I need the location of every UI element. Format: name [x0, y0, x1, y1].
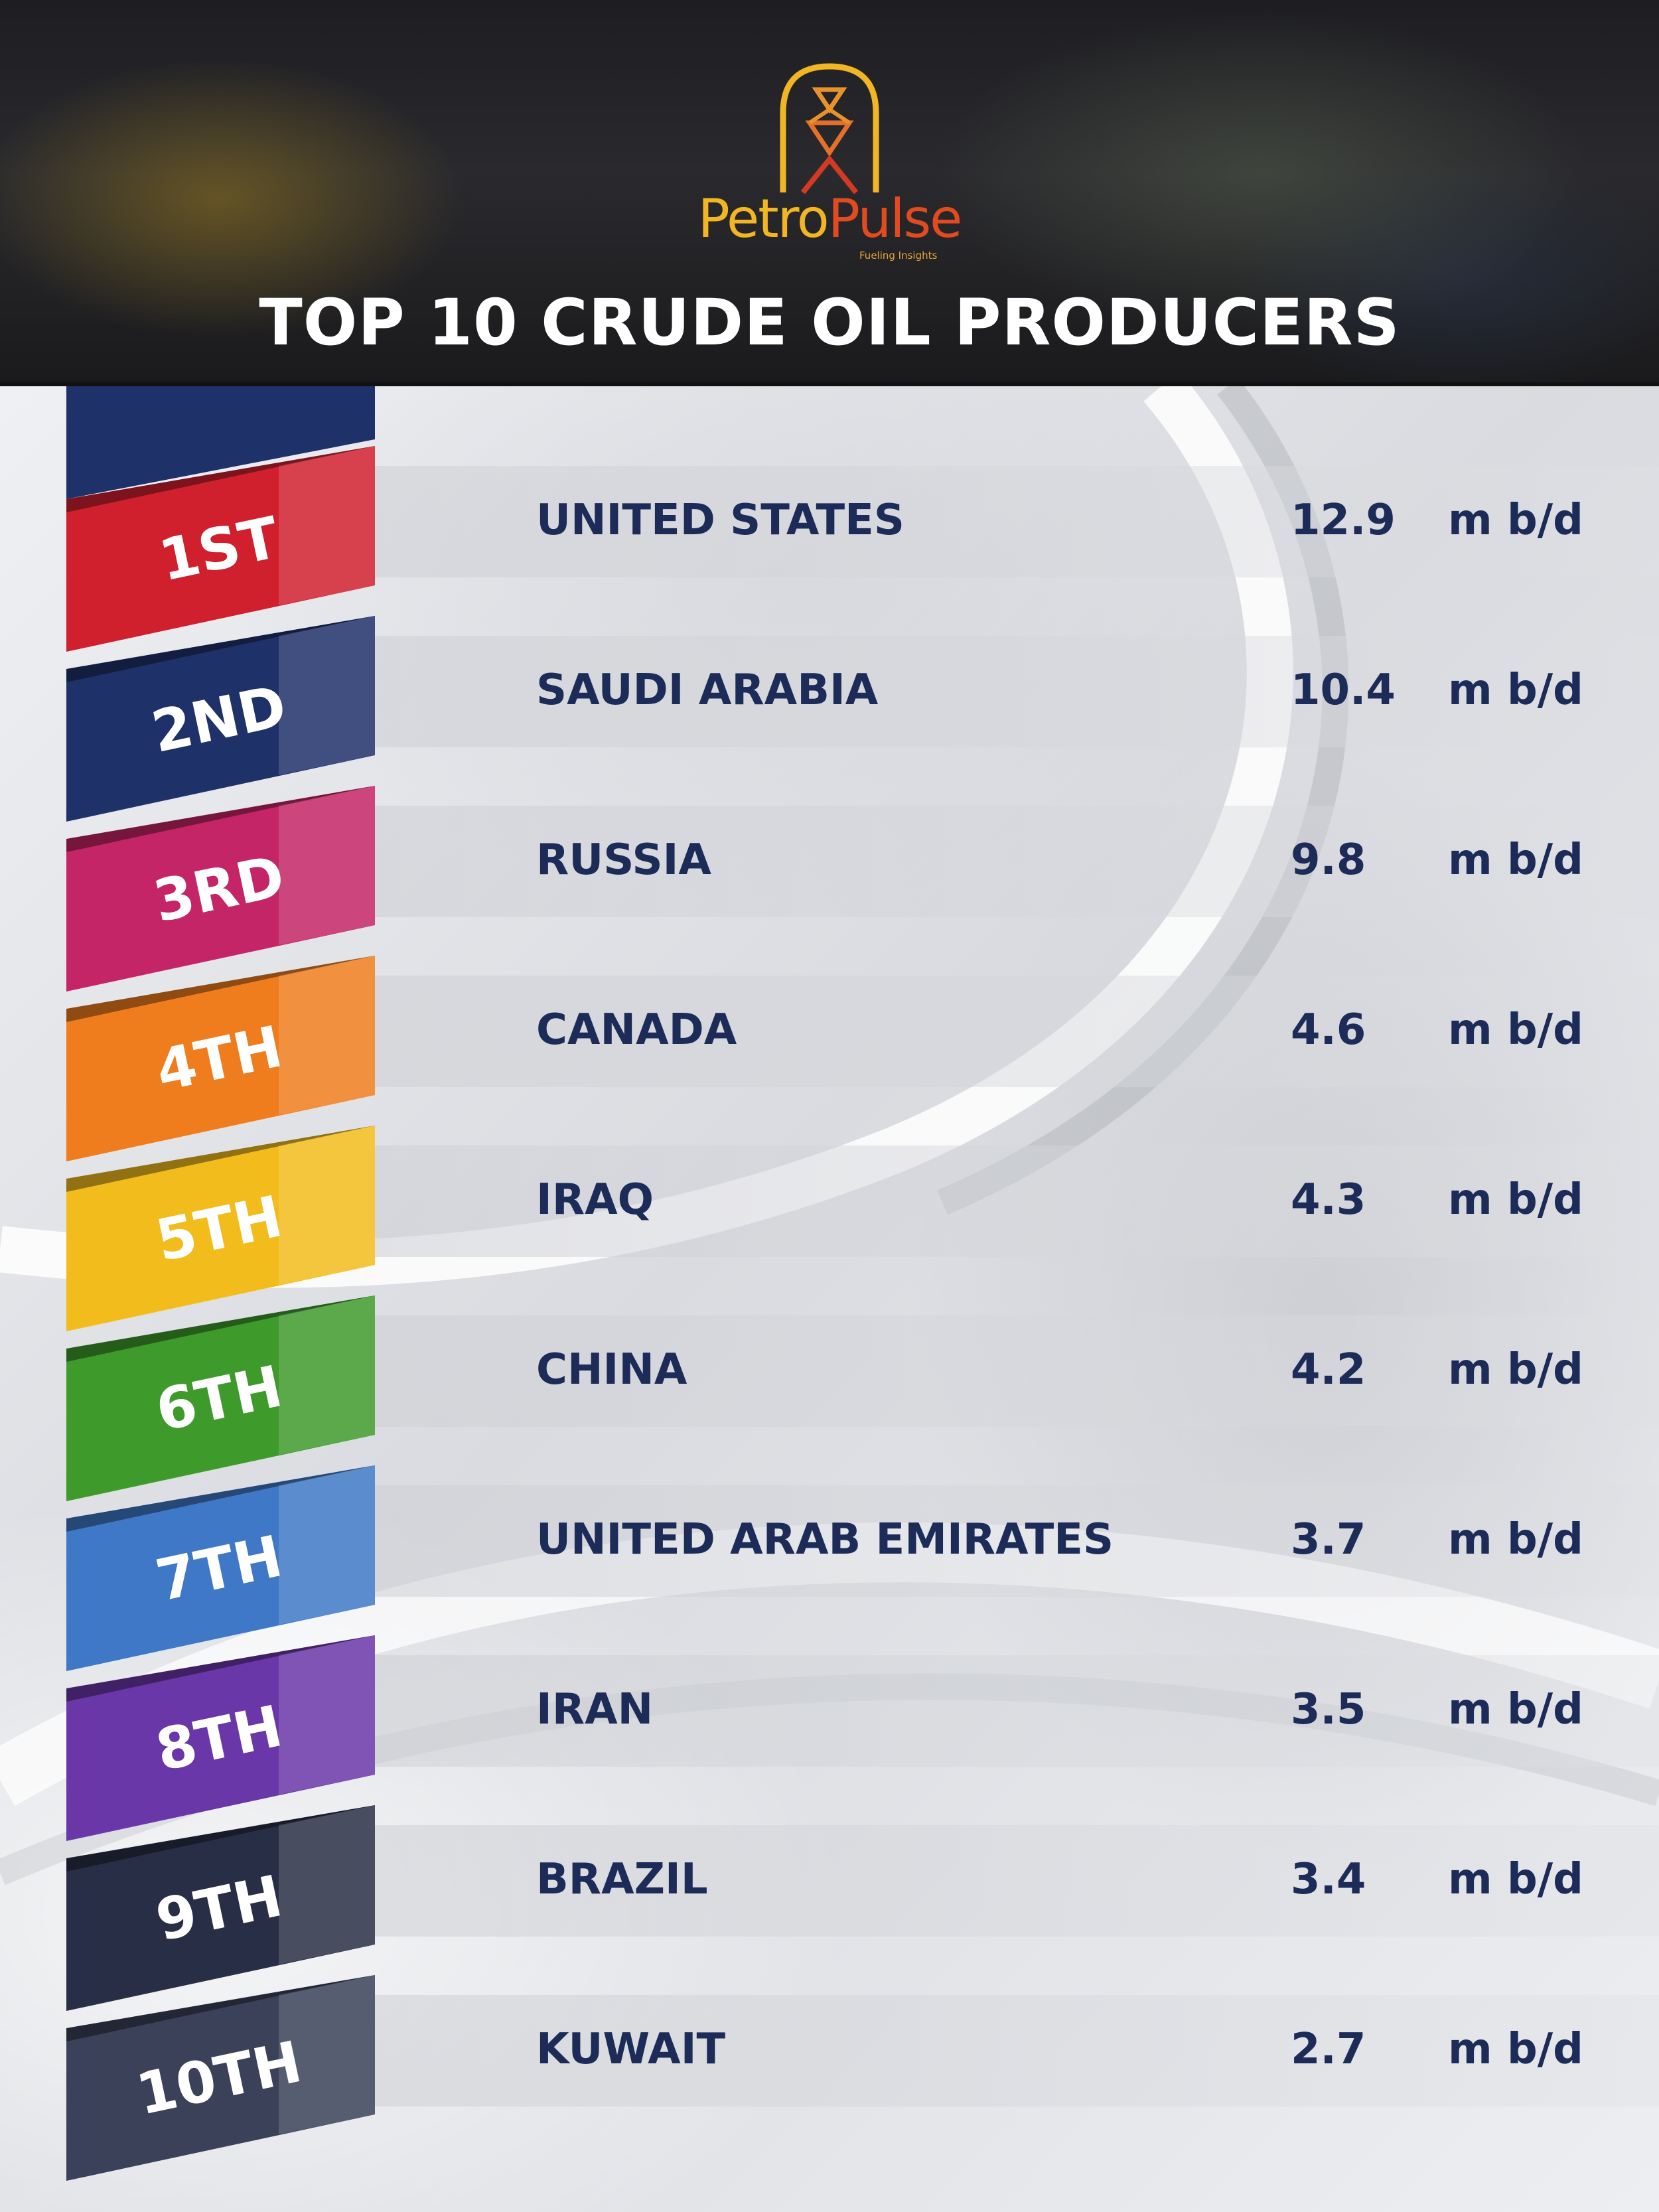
- brand-tagline: Fueling Insights: [859, 250, 938, 261]
- ribbon-highlight: [279, 1805, 375, 1964]
- country-name: RUSSIA: [536, 836, 711, 885]
- ribbon-highlight: [279, 1975, 375, 2134]
- header-banner: PetroPulse Fueling Insights TOP 10 CRUDE…: [0, 0, 1659, 386]
- production-value: 3.4: [1291, 1855, 1366, 1904]
- production-unit: m b/d: [1448, 1005, 1583, 1055]
- production-value: 4.2: [1291, 1345, 1366, 1394]
- row-band: [375, 976, 1659, 1087]
- oil-derrick-logo-icon: [780, 63, 879, 194]
- row-band: [375, 636, 1659, 747]
- production-unit: m b/d: [1448, 836, 1583, 885]
- production-unit: m b/d: [1448, 496, 1583, 545]
- ribbon-highlight: [279, 446, 375, 605]
- ribbon-panel: [66, 446, 375, 652]
- production-value: 3.7: [1291, 1515, 1366, 1564]
- ribbon-panel: [66, 1465, 375, 1671]
- production-unit: m b/d: [1448, 1685, 1583, 1734]
- production-unit: m b/d: [1448, 2025, 1583, 2074]
- production-unit: m b/d: [1448, 1345, 1583, 1394]
- ribbon-panel: [66, 956, 375, 1161]
- brand-name: PetroPulse: [697, 192, 963, 246]
- ribbon-panel: [66, 1126, 375, 1331]
- ribbon-highlight: [279, 616, 375, 775]
- production-unit: m b/d: [1448, 666, 1583, 715]
- production-value: 4.6: [1291, 1005, 1366, 1055]
- production-value: 4.3: [1291, 1175, 1366, 1224]
- ribbon-top-strip: [66, 386, 375, 499]
- ribbon-panel: [66, 1805, 375, 2011]
- row-band: [375, 1315, 1659, 1427]
- brand-name-part1: Petro: [697, 188, 830, 250]
- row-band: [375, 1825, 1659, 1937]
- country-name: SAUDI ARABIA: [536, 666, 879, 715]
- ribbon-panel: [66, 1635, 375, 1841]
- production-value: 2.7: [1291, 2025, 1366, 2074]
- row-band: [375, 1485, 1659, 1597]
- ribbon-highlight: [279, 1295, 375, 1455]
- ribbon-highlight: [279, 1635, 375, 1795]
- ribbon-panel: [66, 1975, 375, 2181]
- row-band: [375, 1145, 1659, 1257]
- country-name: BRAZIL: [536, 1855, 708, 1904]
- ribbon-panel: [66, 786, 375, 992]
- production-value: 9.8: [1291, 836, 1366, 885]
- production-unit: m b/d: [1448, 1855, 1583, 1904]
- country-name: UNITED ARAB EMIRATES: [536, 1515, 1114, 1564]
- row-band: [375, 1995, 1659, 2106]
- country-name: IRAQ: [536, 1175, 654, 1224]
- production-value: 10.4: [1291, 666, 1396, 715]
- ribbon-highlight: [279, 956, 375, 1115]
- producer-list: UNITED STATES 12.9 m b/d SAUDI ARABIA 10.4 m …: [0, 386, 1659, 2212]
- production-unit: m b/d: [1448, 1175, 1583, 1224]
- country-name: CANADA: [536, 1005, 737, 1055]
- row-band: [375, 1655, 1659, 1767]
- production-unit: m b/d: [1448, 1515, 1583, 1564]
- production-value: 12.9: [1291, 496, 1396, 545]
- brand-name-part2: Pulse: [828, 188, 963, 250]
- country-name: KUWAIT: [536, 2025, 726, 2074]
- ribbon-highlight: [279, 1465, 375, 1625]
- country-name: UNITED STATES: [536, 496, 904, 545]
- row-band: [375, 806, 1659, 917]
- page-title: TOP 10 CRUDE OIL PRODUCERS: [259, 285, 1400, 360]
- country-name: IRAN: [536, 1685, 654, 1734]
- row-band: [375, 466, 1659, 577]
- production-value: 3.5: [1291, 1685, 1366, 1734]
- ribbon-highlight: [279, 1126, 375, 1285]
- ribbon-highlight: [279, 786, 375, 945]
- ribbon-panel: [66, 1295, 375, 1501]
- country-name: CHINA: [536, 1345, 687, 1394]
- ribbon-panel: [66, 616, 375, 822]
